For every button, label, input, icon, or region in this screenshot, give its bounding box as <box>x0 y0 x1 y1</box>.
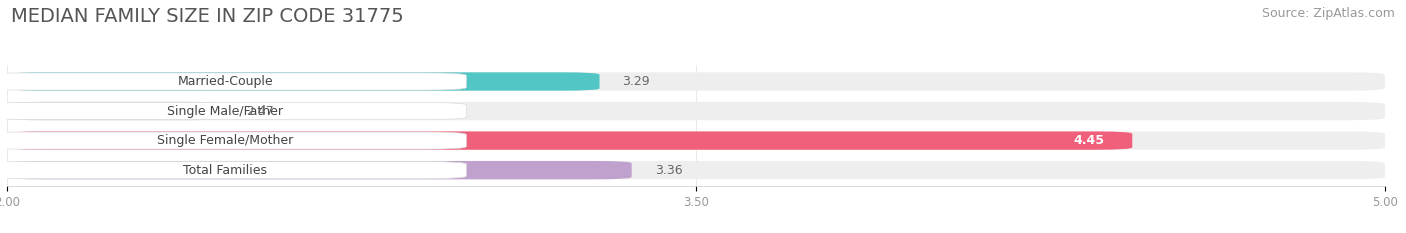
Text: 3.36: 3.36 <box>655 164 682 177</box>
FancyBboxPatch shape <box>7 131 1385 150</box>
FancyBboxPatch shape <box>7 72 1385 91</box>
FancyBboxPatch shape <box>7 131 1132 150</box>
Text: 2.47: 2.47 <box>246 105 274 117</box>
Text: 4.45: 4.45 <box>1074 134 1105 147</box>
Text: Single Female/Mother: Single Female/Mother <box>157 134 294 147</box>
Text: Source: ZipAtlas.com: Source: ZipAtlas.com <box>1261 7 1395 20</box>
FancyBboxPatch shape <box>7 72 599 91</box>
Text: Married-Couple: Married-Couple <box>177 75 273 88</box>
FancyBboxPatch shape <box>7 161 1385 179</box>
FancyBboxPatch shape <box>7 102 1385 120</box>
FancyBboxPatch shape <box>0 161 467 179</box>
Text: MEDIAN FAMILY SIZE IN ZIP CODE 31775: MEDIAN FAMILY SIZE IN ZIP CODE 31775 <box>11 7 404 26</box>
FancyBboxPatch shape <box>7 161 631 179</box>
FancyBboxPatch shape <box>7 102 224 120</box>
Text: 3.29: 3.29 <box>623 75 650 88</box>
Text: Total Families: Total Families <box>183 164 267 177</box>
FancyBboxPatch shape <box>0 73 467 90</box>
FancyBboxPatch shape <box>0 132 467 149</box>
FancyBboxPatch shape <box>0 103 467 120</box>
Text: Single Male/Father: Single Male/Father <box>167 105 283 117</box>
